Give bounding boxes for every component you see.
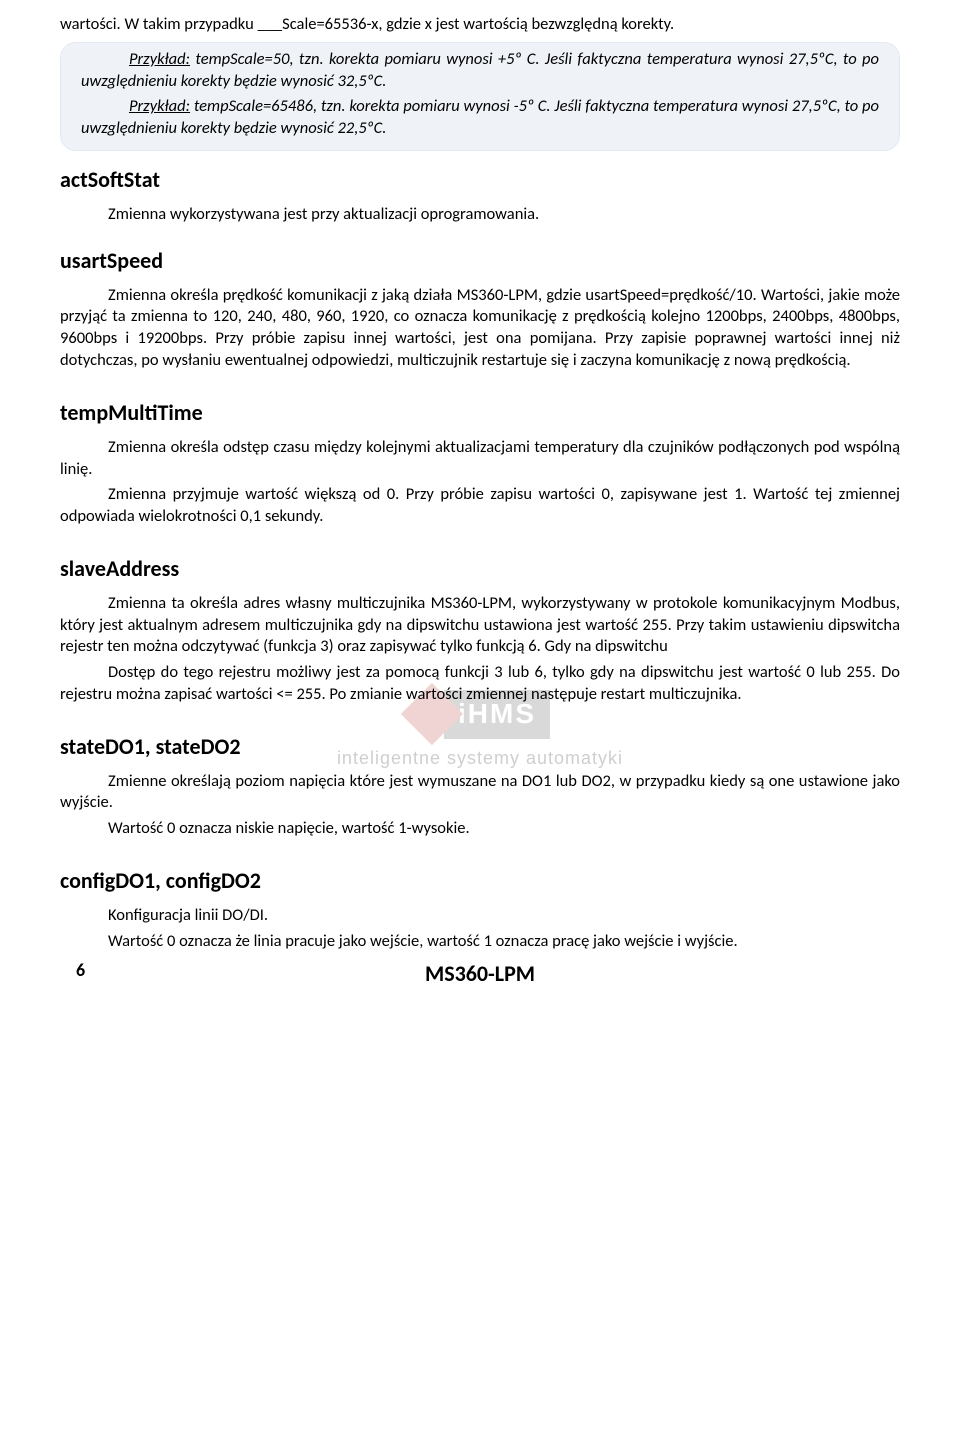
example-box: Przykład: tempScale=50, tzn. korekta pom… [60, 42, 900, 151]
actsoftstat-p1: Zmienna wykorzystywana jest przy aktuali… [60, 204, 900, 226]
intro-paragraph: wartości. W takim przypadku ___Scale=655… [60, 14, 900, 36]
tempmultitime-p2: Zmienna przyjmuje wartość większą od 0. … [60, 484, 900, 528]
slaveaddress-p1: Zmienna ta określa adres własny multiczu… [60, 593, 900, 658]
example-1-label: Przykład: [129, 49, 190, 69]
example-1: Przykład: tempScale=50, tzn. korekta pom… [81, 49, 879, 93]
heading-statedo: stateDO1, stateDO2 [60, 732, 900, 761]
heading-usartspeed: usartSpeed [60, 246, 900, 275]
page-number: 6 [76, 959, 85, 983]
page-content: wartości. W takim przypadku ___Scale=655… [60, 14, 900, 953]
section-statedo: Zmienne określają poziom napięcia które … [60, 771, 900, 840]
example-2-label: Przykład: [129, 96, 190, 116]
example-2-text: tempScale=65486, tzn. korekta pomiaru wy… [81, 96, 879, 138]
statedo-p2: Wartość 0 oznacza niskie napięcie, warto… [60, 818, 900, 840]
section-configdo: Konfiguracja linii DO/DI. Wartość 0 ozna… [60, 905, 900, 953]
configdo-p2: Wartość 0 oznacza że linia pracuje jako … [60, 931, 900, 953]
example-1-text: tempScale=50, tzn. korekta pomiaru wynos… [81, 49, 879, 91]
heading-actsoftstat: actSoftStat [60, 165, 900, 194]
section-slaveaddress: Zmienna ta określa adres własny multiczu… [60, 593, 900, 706]
section-actsoftstat: Zmienna wykorzystywana jest przy aktuali… [60, 204, 900, 226]
heading-slaveaddress: slaveAddress [60, 554, 900, 583]
slaveaddress-p2: Dostęp do tego rejestru możliwy jest za … [60, 662, 900, 706]
heading-tempmultitime: tempMultiTime [60, 398, 900, 427]
page-footer: 6 MS360-LPM [0, 959, 960, 983]
section-tempmultitime: Zmienna określa odstęp czasu między kole… [60, 437, 900, 528]
statedo-p1: Zmienne określają poziom napięcia które … [60, 771, 900, 815]
tempmultitime-p1: Zmienna określa odstęp czasu między kole… [60, 437, 900, 481]
section-usartspeed: Zmienna określa prędkość komunikacji z j… [60, 285, 900, 372]
configdo-p1: Konfiguracja linii DO/DI. [60, 905, 900, 927]
usartspeed-p1: Zmienna określa prędkość komunikacji z j… [60, 285, 900, 372]
example-2: Przykład: tempScale=65486, tzn. korekta … [81, 96, 879, 140]
heading-configdo: configDO1, configDO2 [60, 866, 900, 895]
footer-doc-title: MS360-LPM [425, 959, 535, 988]
